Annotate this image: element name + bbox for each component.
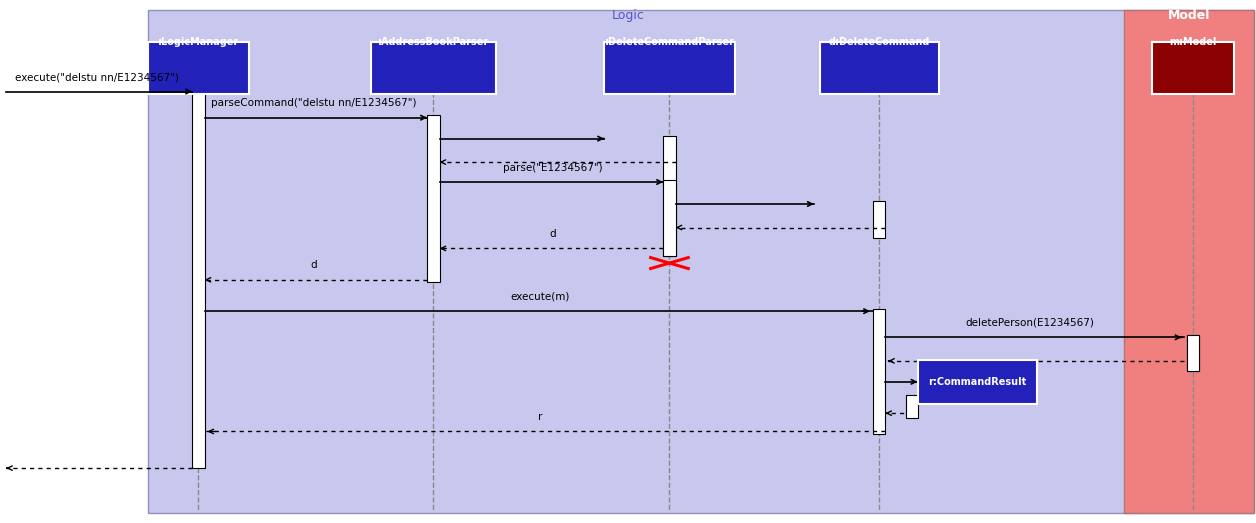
FancyBboxPatch shape [819,42,938,94]
Text: parseCommand("delstu nn/E1234567"): parseCommand("delstu nn/E1234567") [211,98,417,108]
Bar [1124,10,1255,513]
Text: Logic: Logic [612,9,644,22]
Bar [427,115,440,282]
FancyBboxPatch shape [1153,42,1233,94]
Text: :DeleteCommandParser: :DeleteCommandParser [604,37,735,47]
Text: d: d [310,260,318,270]
Text: execute("delstu nn/E1234567"): execute("delstu nn/E1234567") [15,72,178,82]
Bar [1187,335,1199,371]
Bar [192,92,205,468]
Text: Model: Model [1168,9,1211,22]
Bar [873,201,885,238]
Text: m:Model: m:Model [1169,37,1217,47]
FancyBboxPatch shape [917,360,1037,404]
Text: :LogicManager: :LogicManager [158,37,239,47]
Text: r:CommandResult: r:CommandResult [928,377,1026,387]
Bar [873,309,885,434]
Bar [1253,0,1256,523]
Text: d:DeleteCommand: d:DeleteCommand [829,37,929,47]
Text: parse("E1234567"): parse("E1234567") [502,163,603,173]
Bar [148,10,1253,513]
Bar [1187,335,1199,371]
Bar [663,180,676,256]
Text: execute(m): execute(m) [510,292,570,302]
Text: r: r [538,412,543,422]
Bar [906,395,918,418]
Text: d: d [549,229,556,239]
Bar [0,0,148,523]
FancyBboxPatch shape [604,42,736,94]
Text: deletePerson(E1234567): deletePerson(E1234567) [966,318,1094,328]
FancyBboxPatch shape [371,42,496,94]
Text: :AddressBookParser: :AddressBookParser [378,37,489,47]
Bar [1124,10,1255,513]
Bar [663,136,676,256]
Bar [148,10,1253,513]
FancyBboxPatch shape [148,42,249,94]
